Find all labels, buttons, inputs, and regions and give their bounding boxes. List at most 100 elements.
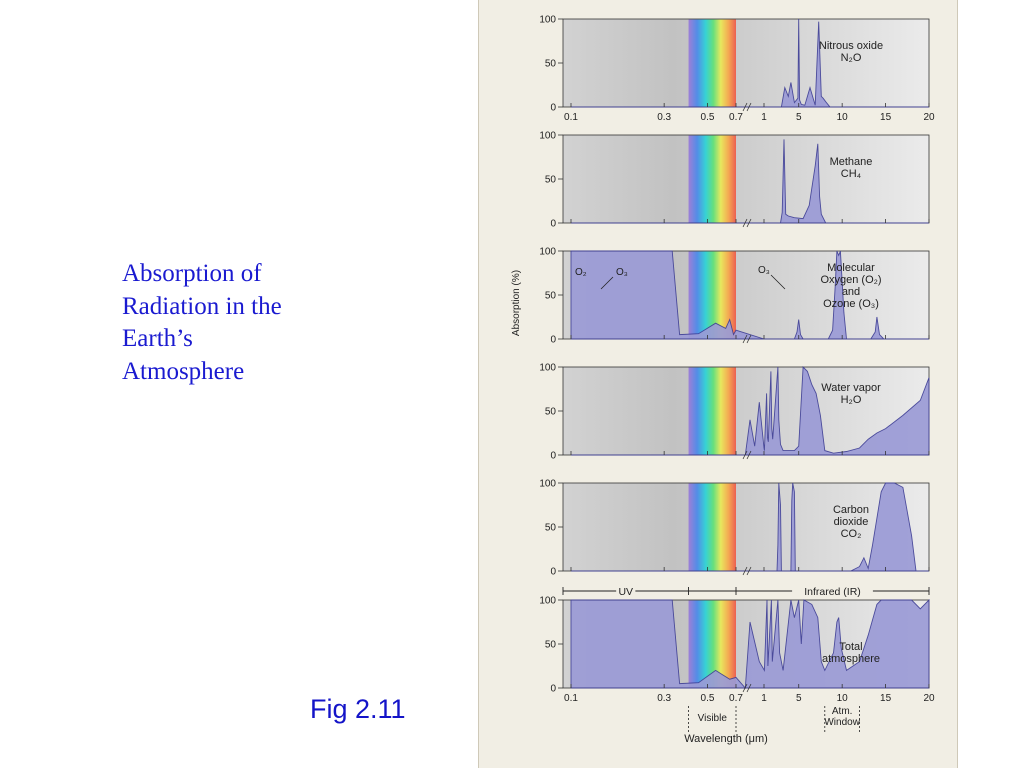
panel-5: 0 50 100 Carbon dioxide CO₂ <box>539 479 930 578</box>
annotation-arrow <box>600 276 614 290</box>
x-tick-label: 0.7 <box>729 693 743 704</box>
gas-label: Nitrous oxide N₂O <box>819 40 883 64</box>
band-label: UV <box>618 586 633 598</box>
y-tick-label: 0 <box>550 684 556 695</box>
absorption-area <box>570 250 929 340</box>
y-tick-label: 50 <box>545 523 557 534</box>
axis-break-mark <box>746 102 752 112</box>
gas-label-line: and <box>842 286 860 298</box>
bottom-annotation-label: Atm. Window <box>824 706 860 728</box>
absorption-area <box>571 365 930 456</box>
axis-break-mark <box>746 683 752 693</box>
band-label: Infrared (IR) <box>804 586 861 598</box>
x-tick-label: 1 <box>761 693 767 704</box>
gas-label-line: Total <box>839 641 862 653</box>
band-label-bg <box>616 584 636 597</box>
axis-break-mark <box>746 334 752 344</box>
gas-label-line: Water vapor <box>821 382 881 394</box>
title-line: Atmosphere <box>122 357 245 385</box>
y-tick-label: 0 <box>550 335 556 346</box>
gas-label-line: Carbon <box>833 504 869 516</box>
title-line: Earth’s <box>122 325 193 352</box>
annotation-o2: O₂ <box>575 267 587 278</box>
x-tick-label: 0.3 <box>657 693 671 704</box>
gas-label-line: Ozone (O₃) <box>823 298 879 310</box>
panel-4: 0 50 100 Water vapor H₂O <box>539 363 930 462</box>
panel-3: 0 50 100 Molecular Oxygen (O₂) and Ozone (O₃) <box>539 247 930 346</box>
y-axis-label: Absorption (%) <box>511 270 522 336</box>
panel-background <box>562 482 930 572</box>
x-tick-label: 15 <box>880 693 892 704</box>
panel-2: 0 50 100 Methane CH₄ <box>539 131 930 230</box>
y-tick-label: 50 <box>545 407 557 418</box>
y-tick-label: 0 <box>550 567 556 578</box>
absorption-area <box>570 598 930 690</box>
x-tick-label: 20 <box>923 693 935 704</box>
x-tick-label: 0.7 <box>729 112 743 123</box>
gas-label-line: Molecular <box>827 262 875 274</box>
x-tick-label: 0.1 <box>564 112 578 123</box>
absorption-area <box>571 18 929 108</box>
band-label-bg <box>792 584 873 597</box>
axis-break-mark <box>742 218 748 228</box>
gas-label-line: Oxygen (O₂) <box>820 274 881 286</box>
axis-break-mark <box>742 334 748 344</box>
axis-break-mark <box>746 450 752 460</box>
y-tick-label: 0 <box>550 451 556 462</box>
y-tick-label: 100 <box>539 131 556 142</box>
panel-background <box>562 18 930 108</box>
x-tick-label: 0.5 <box>701 693 715 704</box>
y-tick-label: 100 <box>539 596 556 607</box>
gas-label-line: CH₄ <box>841 168 862 180</box>
axis-break-mark <box>742 683 748 693</box>
panel-background <box>562 134 930 224</box>
visible-spectrum-band <box>688 135 736 223</box>
axis-break-mark <box>742 566 748 576</box>
visible-spectrum-band <box>688 19 736 107</box>
gas-label: Molecular Oxygen (O₂) and Ozone (O₃) <box>820 262 881 310</box>
absorption-figure: Absorption (%) 0 50 100 Nitrous oxide N₂O 0 50 1… <box>478 0 958 768</box>
gas-label-line: Methane <box>830 156 873 168</box>
gas-label: Carbon dioxide CO₂ <box>833 504 869 540</box>
absorption-area <box>571 482 929 572</box>
axis-break-mark <box>742 102 748 112</box>
y-tick-label: 100 <box>539 479 556 490</box>
axis-break-mark <box>746 566 752 576</box>
x-tick-label: 10 <box>837 693 849 704</box>
y-tick-label: 50 <box>545 175 557 186</box>
slide-title: Absorption of Radiation in the Earth’s A… <box>122 258 382 388</box>
y-tick-label: 50 <box>545 291 557 302</box>
gas-label-line: Nitrous oxide <box>819 40 883 52</box>
panel-6: 0 50 100 Total atmosphere <box>539 596 930 695</box>
gas-label: Water vapor H₂O <box>821 382 881 406</box>
annotation-o3: O₃ <box>758 265 770 276</box>
x-tick-label: 0.3 <box>657 112 671 123</box>
y-tick-label: 50 <box>545 640 557 651</box>
gas-label-line: atmosphere <box>822 653 880 665</box>
bottom-annotation-line: Visible <box>698 713 728 724</box>
x-tick-label: 5 <box>796 693 802 704</box>
y-tick-label: 50 <box>545 59 557 70</box>
x-tick-label: 20 <box>923 112 935 123</box>
gas-label: Total atmosphere <box>822 641 880 665</box>
gas-label-line: N₂O <box>841 52 862 64</box>
title-line: Radiation in the <box>122 292 282 320</box>
x-axis-label: Wavelength (μm) <box>684 733 768 745</box>
x-tick-label: 5 <box>796 112 802 123</box>
figure-label: Fig 2.11 <box>310 694 406 724</box>
panel-1: 0 50 100 Nitrous oxide N₂O <box>539 15 930 114</box>
bottom-annotation-label: Visible <box>698 713 728 724</box>
gas-label-line: CO₂ <box>841 528 862 540</box>
y-tick-label: 0 <box>550 103 556 114</box>
axis-break-mark <box>746 218 752 228</box>
x-tick-label: 10 <box>837 112 849 123</box>
visible-spectrum-band <box>688 483 736 571</box>
gas-label: Methane CH₄ <box>830 156 873 180</box>
bottom-annotation-line: Window <box>824 717 860 728</box>
annotation-o3: O₃ <box>616 267 628 278</box>
annotation-arrow <box>770 274 786 290</box>
y-tick-label: 100 <box>539 363 556 374</box>
title-line: Absorption of <box>122 260 262 287</box>
x-tick-label: 0.1 <box>564 693 578 704</box>
